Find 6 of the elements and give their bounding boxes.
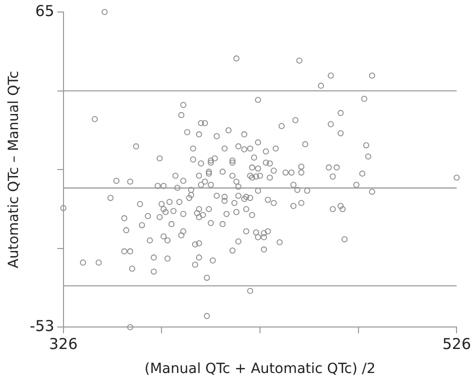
x-tick-label: 526: [442, 335, 472, 354]
y-tick-label: -53: [30, 317, 54, 336]
y-axis-title: Automatic QTc – Manual QTc: [6, 70, 22, 268]
x-tick-label: 326: [48, 335, 78, 354]
x-axis-title: (Manual QTc + Automatic QTc) /2: [144, 361, 376, 378]
y-tick-label: 65: [35, 2, 54, 20]
